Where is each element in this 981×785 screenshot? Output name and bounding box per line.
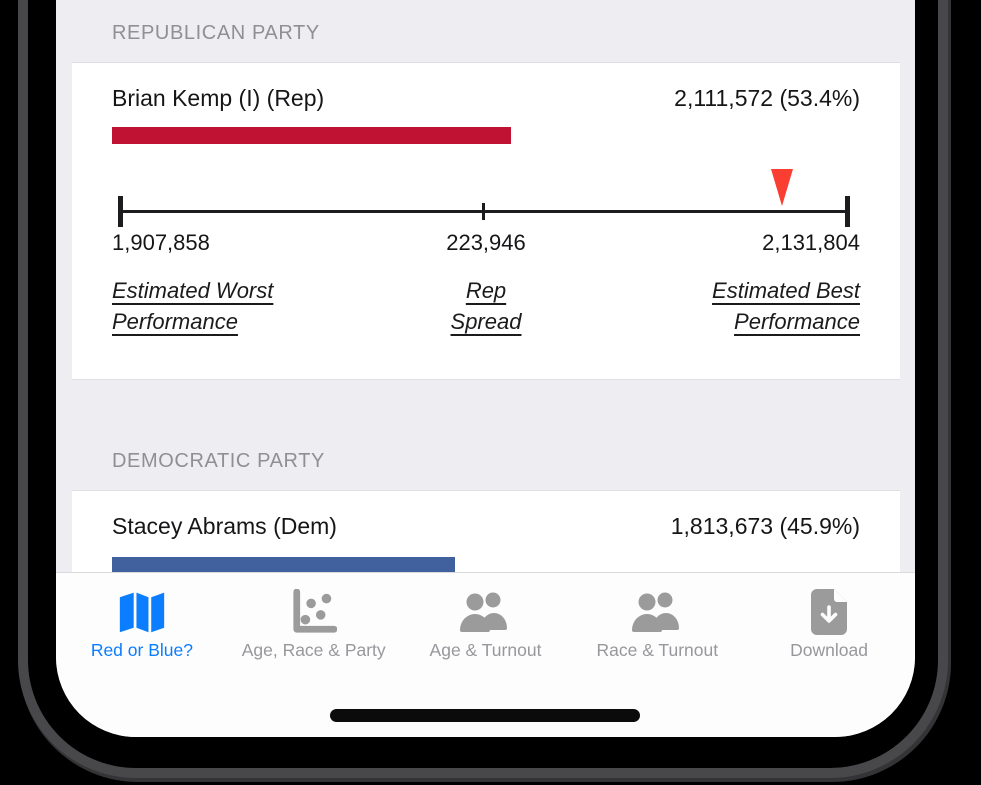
spread-value: 223,946 (446, 230, 526, 255)
people-icon (460, 586, 510, 638)
candidate-card-republican: Brian Kemp (I) (Rep) 2,111,572 (53.4%) 1… (72, 62, 900, 380)
spread-label: Rep Spread (450, 278, 522, 334)
home-indicator[interactable] (330, 709, 640, 722)
best-performance-label: Estimated Best Performance (712, 278, 860, 334)
candidate-row: Stacey Abrams (Dem) 1,813,673 (45.9%) (112, 513, 860, 540)
axis-tick-middle (482, 203, 485, 220)
worst-performance-value: 1,907,858 (112, 230, 210, 255)
vote-share-bar-track (112, 557, 860, 572)
candidate-name: Stacey Abrams (Dem) (112, 513, 337, 539)
candidate-row: Brian Kemp (I) (Rep) 2,111,572 (53.4%) (112, 85, 860, 112)
candidate-card-democratic: Stacey Abrams (Dem) 1,813,673 (45.9%) (72, 490, 900, 572)
tab-label: Race & Turnout (596, 640, 719, 660)
candidate-result: 2,111,572 (53.4%) (674, 85, 860, 111)
tab-label: Age & Turnout (429, 640, 542, 660)
candidate-name: Brian Kemp (I) (Rep) (112, 85, 325, 111)
candidate-result: 1,813,673 (45.9%) (670, 513, 860, 539)
tab-label: Age, Race & Party (241, 640, 386, 660)
tab-label: Download (790, 640, 868, 660)
tab-age-turnout[interactable]: Age & Turnout (400, 586, 572, 737)
tab-label: Red or Blue? (90, 640, 193, 660)
app-screen: REPUBLICAN PARTY Brian Kemp (I) (Rep) 2,… (56, 0, 915, 737)
tab-download[interactable]: Download (743, 586, 915, 737)
axis-tick-right (845, 196, 850, 227)
section-header-democratic: DEMOCRATIC PARTY (112, 450, 325, 472)
spread-axis-annotations: Estimated Worst Performance Rep Spread Est… (112, 275, 860, 337)
tab-age-race-party[interactable]: Age, Race & Party (228, 586, 400, 737)
spread-marker-lane (120, 169, 848, 209)
tab-race-turnout[interactable]: Race & Turnout (571, 586, 743, 737)
scatter-chart-icon (291, 586, 337, 638)
tab-red-or-blue[interactable]: Red or Blue? (56, 586, 228, 737)
vote-share-bar-track (112, 127, 860, 144)
worst-performance-label: Estimated Worst Performance (112, 278, 274, 334)
vote-share-bar-democratic (112, 557, 456, 572)
people-icon (632, 586, 682, 638)
axis-tick-left (118, 196, 123, 227)
spread-axis-values: 1,907,858 223,946 2,131,804 (112, 230, 860, 256)
vote-share-bar-republican (112, 127, 512, 144)
map-icon (118, 586, 166, 638)
download-icon (809, 586, 849, 638)
current-result-marker-icon (771, 169, 794, 206)
section-header-republican: REPUBLICAN PARTY (112, 22, 320, 44)
best-performance-value: 2,131,804 (762, 230, 860, 255)
